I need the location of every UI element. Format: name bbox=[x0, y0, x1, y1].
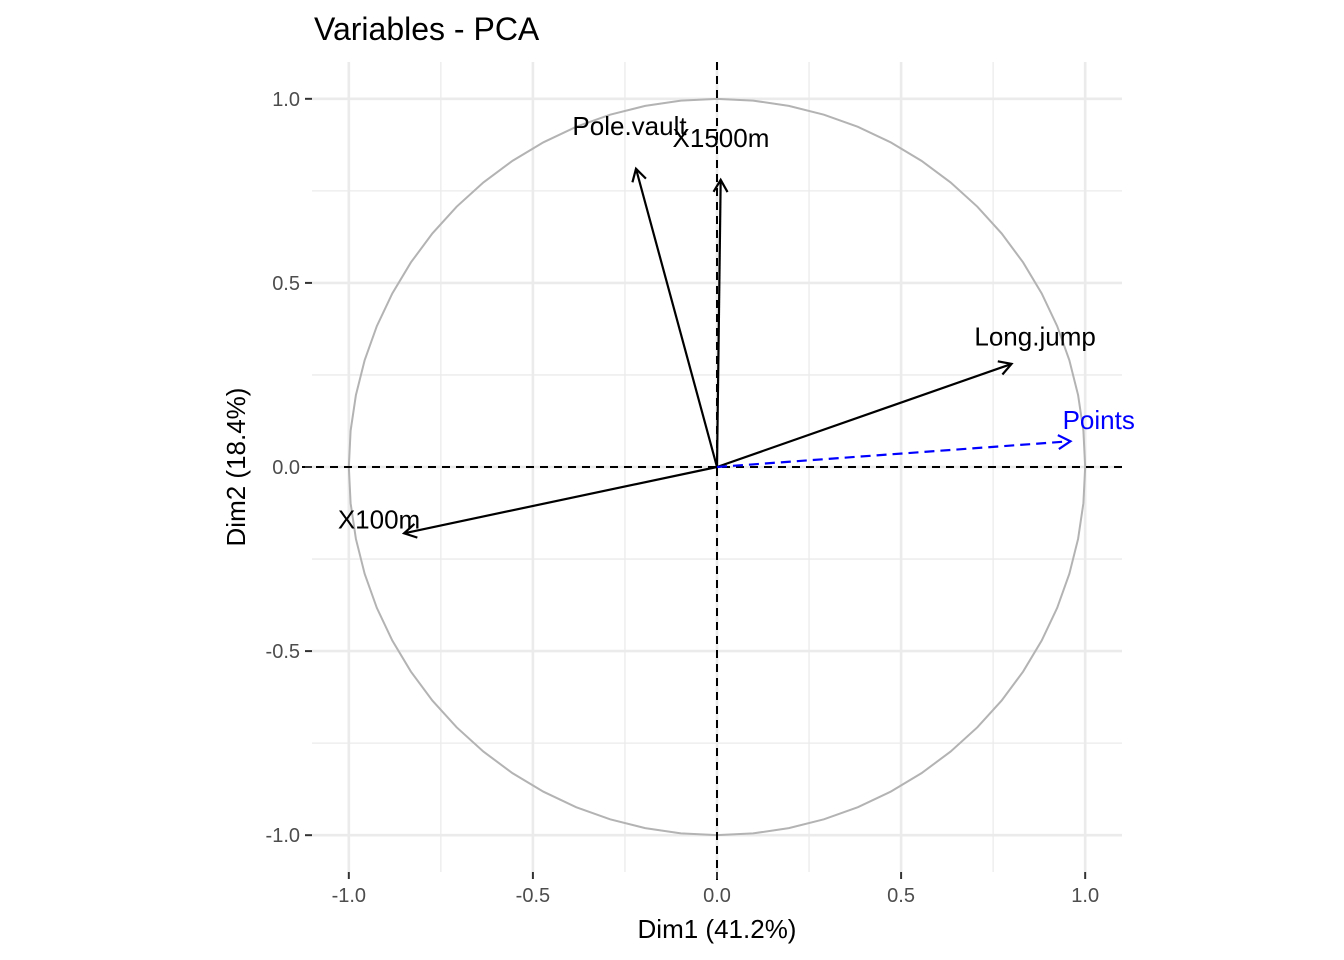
arrow-long-jump bbox=[716, 362, 1012, 469]
y-axis-label: Dim2 (18.4%) bbox=[221, 388, 251, 547]
x-tick-label: 0.0 bbox=[703, 885, 731, 907]
arrowhead-pole-vault bbox=[631, 166, 647, 183]
y-tick-label: 1.0 bbox=[272, 89, 300, 111]
x-tick-label: 1.0 bbox=[1071, 885, 1099, 907]
label-points: Points bbox=[1063, 405, 1135, 435]
x-tick-label: 0.5 bbox=[887, 885, 915, 907]
arrow-points bbox=[716, 440, 1071, 469]
y-tick-label: 0.0 bbox=[272, 457, 300, 479]
arrowhead-long-jump bbox=[997, 360, 1014, 376]
label-pole-vault: Pole.vault bbox=[572, 111, 687, 141]
arrow-pole-vault bbox=[634, 168, 719, 468]
y-tick-label: -0.5 bbox=[266, 641, 300, 663]
arrow-x100m bbox=[403, 465, 718, 535]
reference-lines bbox=[302, 62, 1122, 880]
arrowhead-x1500m bbox=[712, 177, 729, 193]
x-axis-label: Dim1 (41.2%) bbox=[638, 914, 797, 944]
x-tick-label: -1.0 bbox=[332, 885, 366, 907]
y-tick-label: -1.0 bbox=[266, 825, 300, 847]
arrowhead-x100m bbox=[401, 523, 418, 539]
x-tick-label: -0.5 bbox=[516, 885, 550, 907]
axis-ticks: -1.0 -0.5 0.0 0.5 1.0 -1.0 -0.5 0.0 0.5 1.0 bbox=[266, 89, 1100, 907]
y-tick-label: 0.5 bbox=[272, 273, 300, 295]
label-x1500m: X1500m bbox=[673, 123, 770, 153]
label-long-jump: Long.jump bbox=[974, 322, 1095, 352]
arrowhead-points bbox=[1057, 434, 1073, 451]
arrow-x1500m bbox=[715, 179, 722, 468]
label-x100m: X100m bbox=[338, 505, 420, 535]
chart-title: Variables - PCA bbox=[314, 11, 540, 47]
